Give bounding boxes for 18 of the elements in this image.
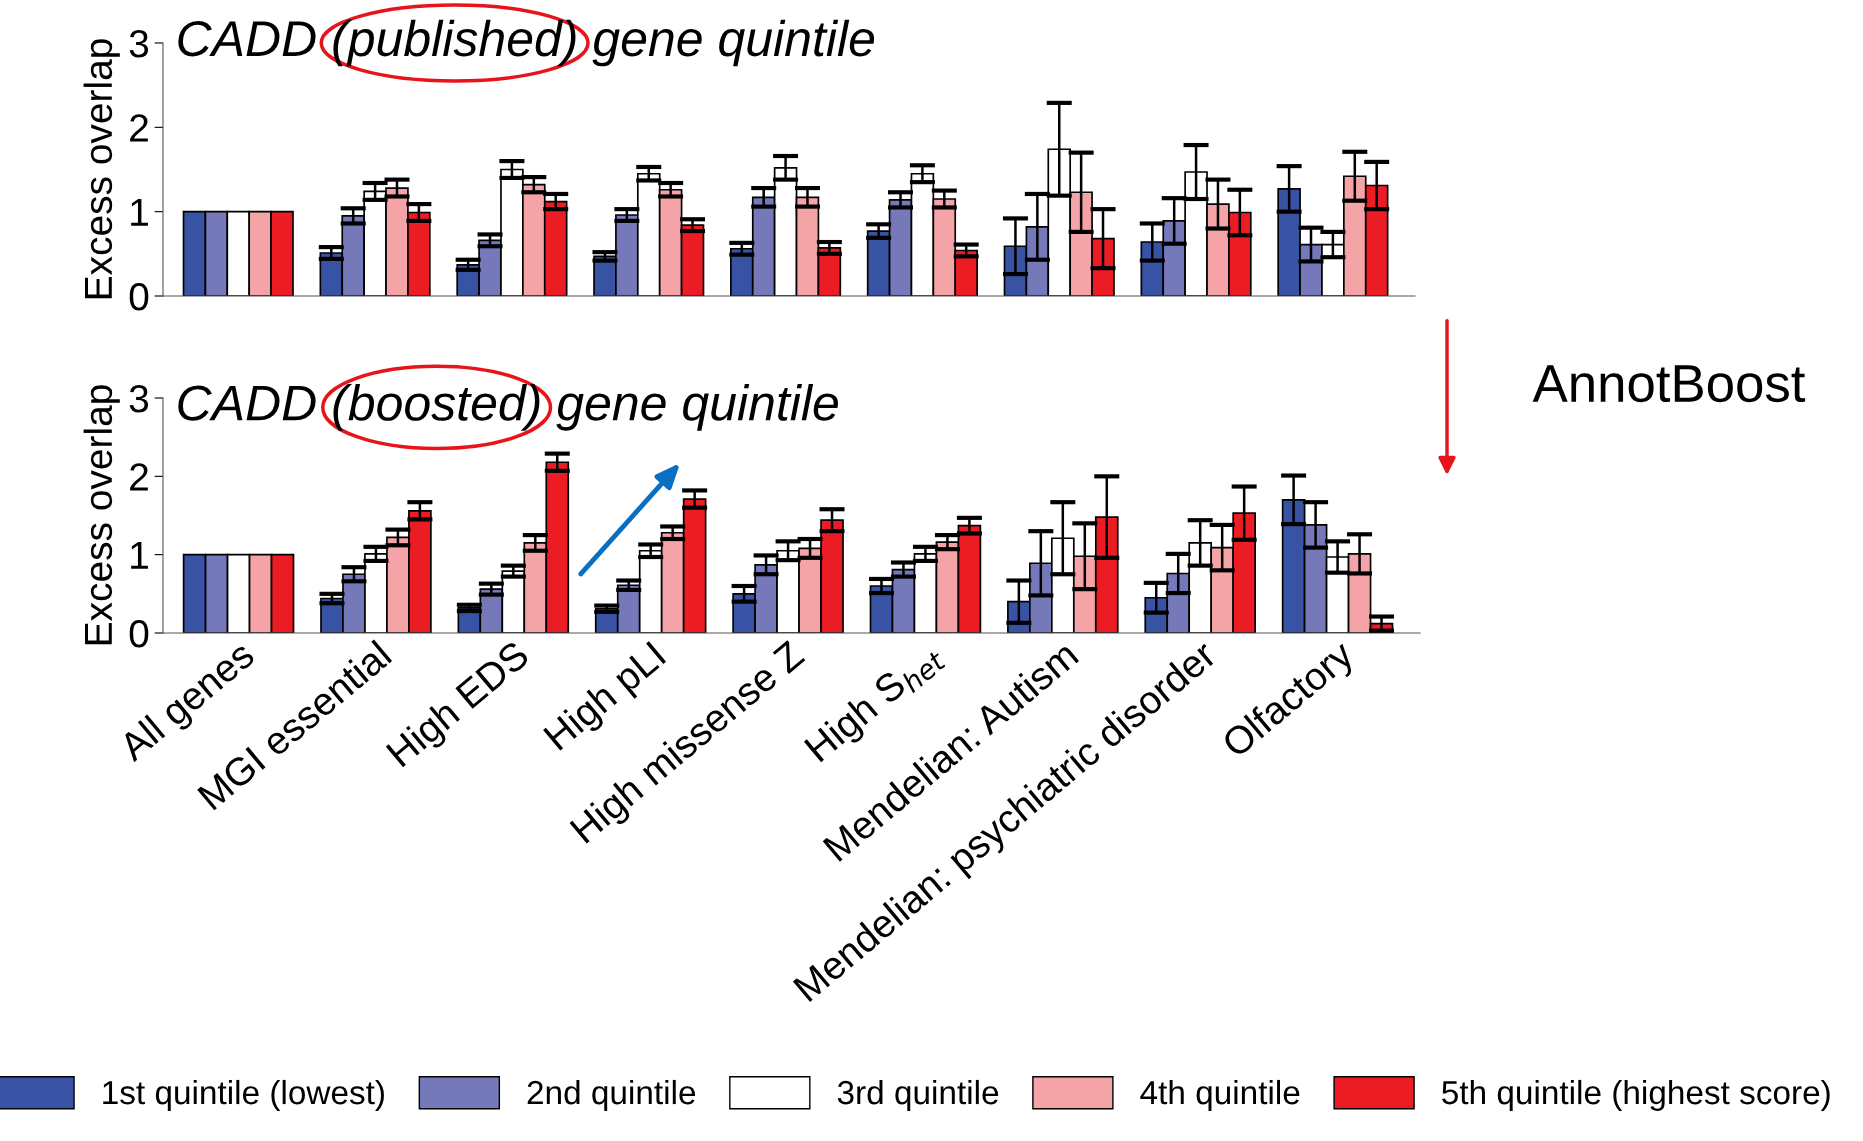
chart-title: CADD (boosted) gene quintile (178, 384, 838, 431)
text: AnnotBoost (1532, 365, 1806, 403)
y-axis-title: Excess overlap (83, 385, 120, 645)
legend-label: 5th quintile (highest score) (1442, 1079, 1830, 1111)
legend-label: 3rd quintile (837, 1079, 999, 1111)
y-tick-label: 1 (131, 199, 148, 226)
y-tick-label: 3 (129, 384, 149, 413)
y-tick-label: 0 (129, 282, 149, 311)
chart-title: CADD (published) gene quintile (178, 19, 875, 67)
legend-label: 1st quintile (lowest) (103, 1079, 384, 1111)
y-tick-label: 1 (131, 542, 148, 569)
y-tick-label: 2 (130, 114, 148, 142)
legend-label: 2nd quintile (527, 1079, 696, 1111)
legend-label: 4th quintile (1140, 1079, 1300, 1111)
y-tick-label: 3 (129, 29, 149, 58)
y-tick-label: 2 (130, 463, 148, 491)
y-axis-title: Excess overlap (83, 39, 120, 299)
y-tick-label: 0 (129, 619, 149, 648)
